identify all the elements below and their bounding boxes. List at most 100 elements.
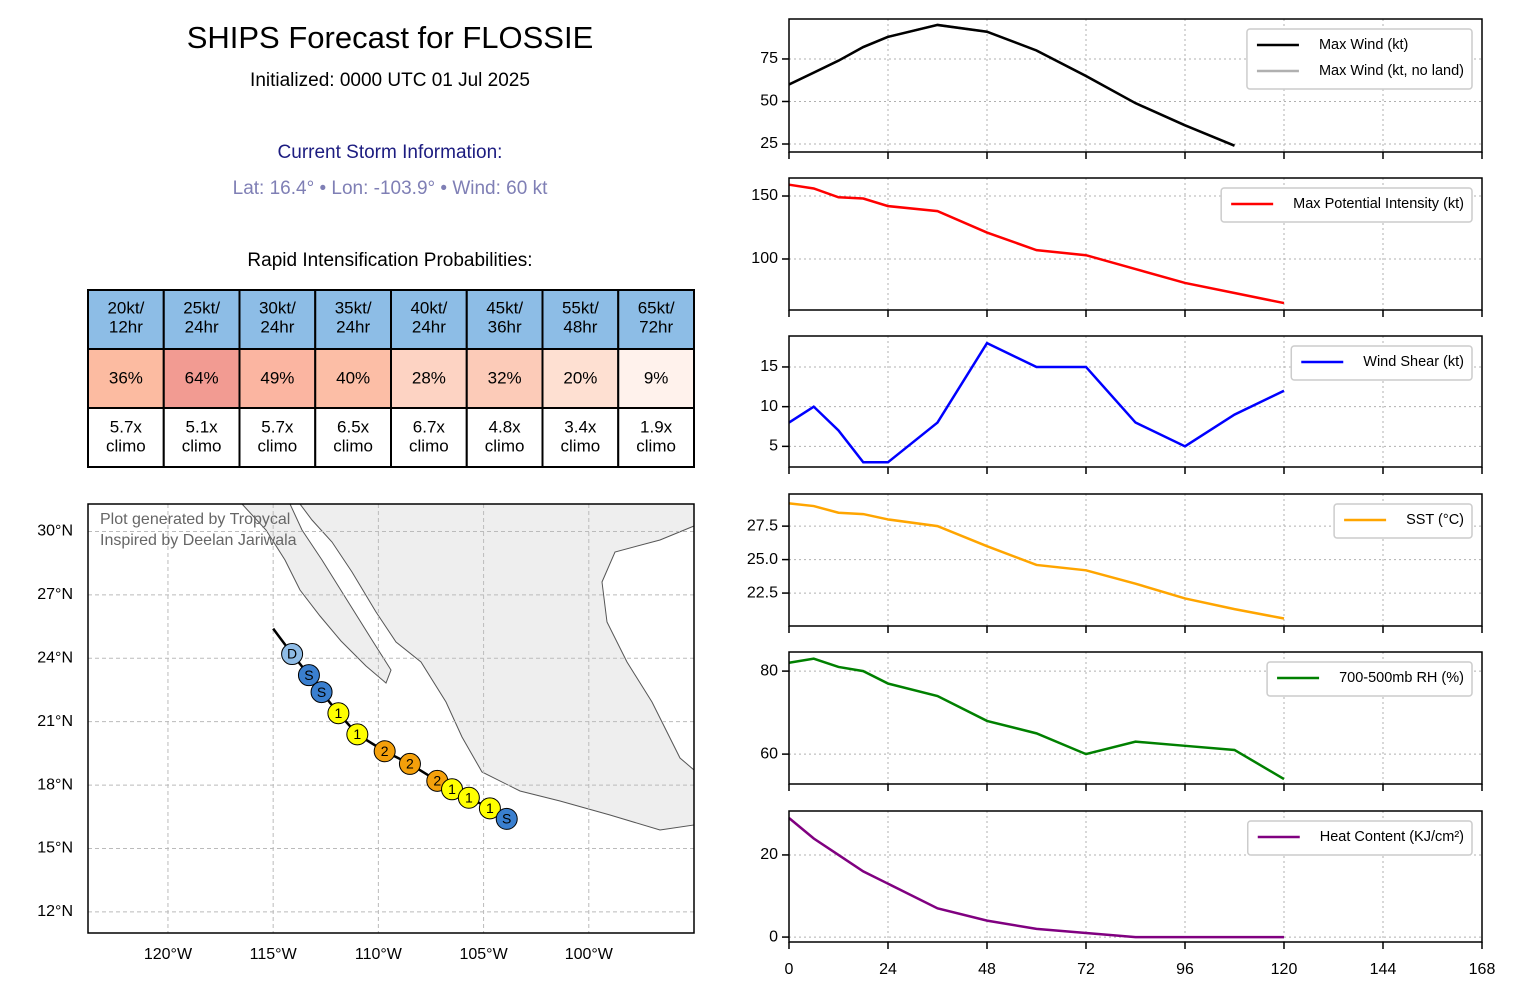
y-tick-label: 20	[760, 846, 778, 863]
series-line	[788, 341, 1285, 464]
climo-text: climo	[409, 436, 449, 455]
climo-text: climo	[485, 436, 525, 455]
lat-label: 27°N	[37, 586, 73, 603]
lon-label: 100°W	[565, 946, 614, 963]
header-text: 30kt/	[259, 298, 296, 317]
axes-frame	[788, 177, 1483, 311]
y-tick-label: 100	[751, 250, 778, 267]
climo-text: 5.1x	[186, 417, 219, 436]
y-tick-label: 60	[760, 745, 778, 762]
lat-label: 21°N	[37, 713, 73, 730]
axes-frame	[788, 493, 1483, 627]
track-marker	[327, 702, 350, 725]
y-tick-label: 80	[760, 662, 778, 679]
legend-label: Max Wind (kt)	[1319, 37, 1408, 53]
header-cell	[390, 289, 468, 350]
lon-label: 110°W	[355, 946, 403, 963]
x-tick-label: 144	[1370, 961, 1397, 978]
climo-text: 3.4x	[564, 417, 597, 436]
climo-text: 1.9x	[640, 417, 673, 436]
legend-box	[1246, 28, 1473, 90]
climo-cell	[390, 407, 468, 468]
title: SHIPS Forecast for FLOSSIE	[187, 20, 594, 55]
axes-frame	[788, 810, 1483, 943]
y-tick-label: 27.5	[747, 517, 778, 534]
header-text: 24hr	[185, 317, 219, 336]
prob-cell	[87, 348, 165, 409]
series-line	[788, 23, 1235, 147]
track-marker	[346, 723, 369, 746]
climo-text: climo	[636, 436, 676, 455]
header-text: 72hr	[639, 317, 673, 336]
lat-label: 12°N	[37, 903, 73, 920]
lat-label: 15°N	[37, 840, 73, 857]
prob-cell	[390, 348, 468, 409]
x-tick-label: 0	[785, 961, 794, 978]
legend-box	[1247, 820, 1473, 856]
prob-text: 32%	[488, 368, 522, 387]
prob-text: 64%	[185, 368, 219, 387]
lat-label: 24°N	[37, 649, 73, 666]
series-line	[788, 183, 1285, 305]
header-cell	[238, 289, 317, 350]
legend-label: Heat Content (KJ/cm²)	[1320, 829, 1464, 845]
y-tick-label: 50	[760, 93, 778, 110]
track-marker	[310, 681, 333, 704]
y-tick-label: 25.0	[747, 551, 778, 568]
marker-label: S	[304, 667, 313, 683]
marker-label: 1	[353, 726, 361, 742]
x-tick-label: 72	[1077, 961, 1095, 978]
y-tick-label: 22.5	[747, 584, 778, 601]
track-marker	[373, 740, 396, 763]
legend-box	[1220, 187, 1473, 223]
header-text: 20kt/	[107, 298, 144, 317]
initialized: Initialized: 0000 UTC 01 Jul 2025	[250, 70, 530, 91]
climo-text: 4.8x	[489, 417, 522, 436]
x-tick-label: 48	[978, 961, 996, 978]
header-text: 36hr	[488, 317, 522, 336]
marker-label: 2	[381, 743, 389, 759]
track-marker	[281, 643, 304, 666]
header-cell	[465, 289, 544, 350]
table-title: Rapid Intensification Probabilities:	[247, 250, 532, 271]
axes-frame	[788, 18, 1483, 153]
prob-text: 36%	[109, 368, 143, 387]
land-baja	[240, 503, 392, 684]
series-line	[788, 23, 1235, 147]
prob-text: 20%	[563, 368, 597, 387]
marker-label: S	[502, 811, 511, 827]
legend-label: Max Potential Intensity (kt)	[1293, 196, 1464, 212]
legend-label: Wind Shear (kt)	[1363, 354, 1464, 370]
y-tick-label: 150	[751, 187, 778, 204]
legend-label: SST (°C)	[1406, 512, 1464, 528]
marker-label: 2	[406, 756, 414, 772]
header-text: 12hr	[109, 317, 143, 336]
map: Plot generated by Tropycal Inspired by De…	[87, 503, 695, 934]
marker-label: 1	[448, 781, 456, 797]
climo-text: 5.7x	[261, 417, 294, 436]
marker-label: 1	[465, 789, 473, 805]
legend-box	[1333, 503, 1473, 539]
climo-text: climo	[333, 436, 373, 455]
climo-text: climo	[258, 436, 298, 455]
header-text: 24hr	[412, 317, 446, 336]
legend-label: 700-500mb RH (%)	[1339, 670, 1464, 686]
header-text: 55kt/	[562, 298, 599, 317]
track-marker	[398, 752, 421, 775]
y-tick-label: 25	[760, 135, 778, 152]
prob-text: 49%	[260, 368, 294, 387]
track-marker	[457, 786, 480, 809]
prob-text: 40%	[336, 368, 370, 387]
series-line	[788, 657, 1285, 781]
track-marker	[297, 664, 320, 687]
storm-info: Lat: 16.4° • Lon: -103.9° • Wind: 60 kt	[233, 178, 548, 199]
header-text: 25kt/	[183, 298, 220, 317]
credit: Inspired by Deelan Jariwala	[100, 532, 297, 549]
climo-cell	[162, 407, 241, 468]
x-tick-label: 168	[1469, 961, 1496, 978]
legend-label: Max Wind (kt, no land)	[1319, 63, 1464, 79]
header-text: 24hr	[260, 317, 294, 336]
prob-text: 9%	[644, 368, 669, 387]
storm-heading: Current Storm Information:	[278, 142, 503, 163]
